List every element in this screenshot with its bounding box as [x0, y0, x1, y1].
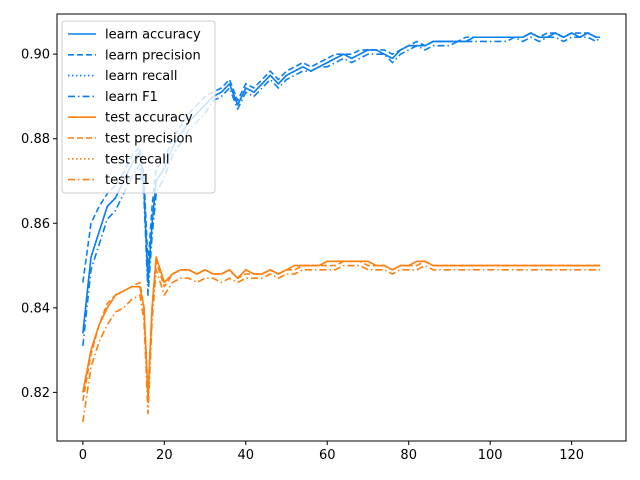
plot-frame — [56, 13, 627, 442]
legend-label: test F1 — [105, 173, 150, 188]
legend-label: test precision — [105, 132, 193, 147]
legend-label: learn precision — [105, 48, 201, 63]
legend-label: test recall — [105, 152, 170, 167]
x-tick-label: 20 — [156, 448, 173, 463]
x-tick-label: 120 — [559, 448, 584, 463]
y-tick-label: 0.84 — [21, 301, 50, 316]
x-tick-label: 60 — [319, 448, 336, 463]
x-tick-label: 0 — [79, 448, 87, 463]
y-tick-label: 0.88 — [21, 132, 50, 147]
y-tick-label: 0.82 — [21, 386, 50, 401]
x-tick-label: 40 — [238, 448, 255, 463]
legend-label: learn F1 — [105, 90, 158, 105]
legend-box — [61, 20, 216, 194]
y-tick-label: 0.86 — [21, 217, 50, 232]
y-tick-label: 0.90 — [21, 48, 50, 63]
legend-label: test accuracy — [105, 111, 193, 126]
x-axis: 0 20 40 60 80 100 120 — [79, 441, 584, 463]
x-tick-label: 80 — [400, 448, 417, 463]
legend: learn accuracy learn precision learn recal… — [61, 20, 216, 194]
y-axis: 0.82 0.84 0.86 0.88 0.90 — [21, 48, 57, 401]
legend-label: learn recall — [105, 69, 177, 84]
series-line-test-f1 — [82, 264, 601, 423]
series-line-learn-f1 — [82, 36, 601, 346]
x-tick-label: 100 — [478, 448, 503, 463]
legend-label: learn accuracy — [105, 28, 201, 43]
series-line-test-recall — [82, 256, 601, 398]
